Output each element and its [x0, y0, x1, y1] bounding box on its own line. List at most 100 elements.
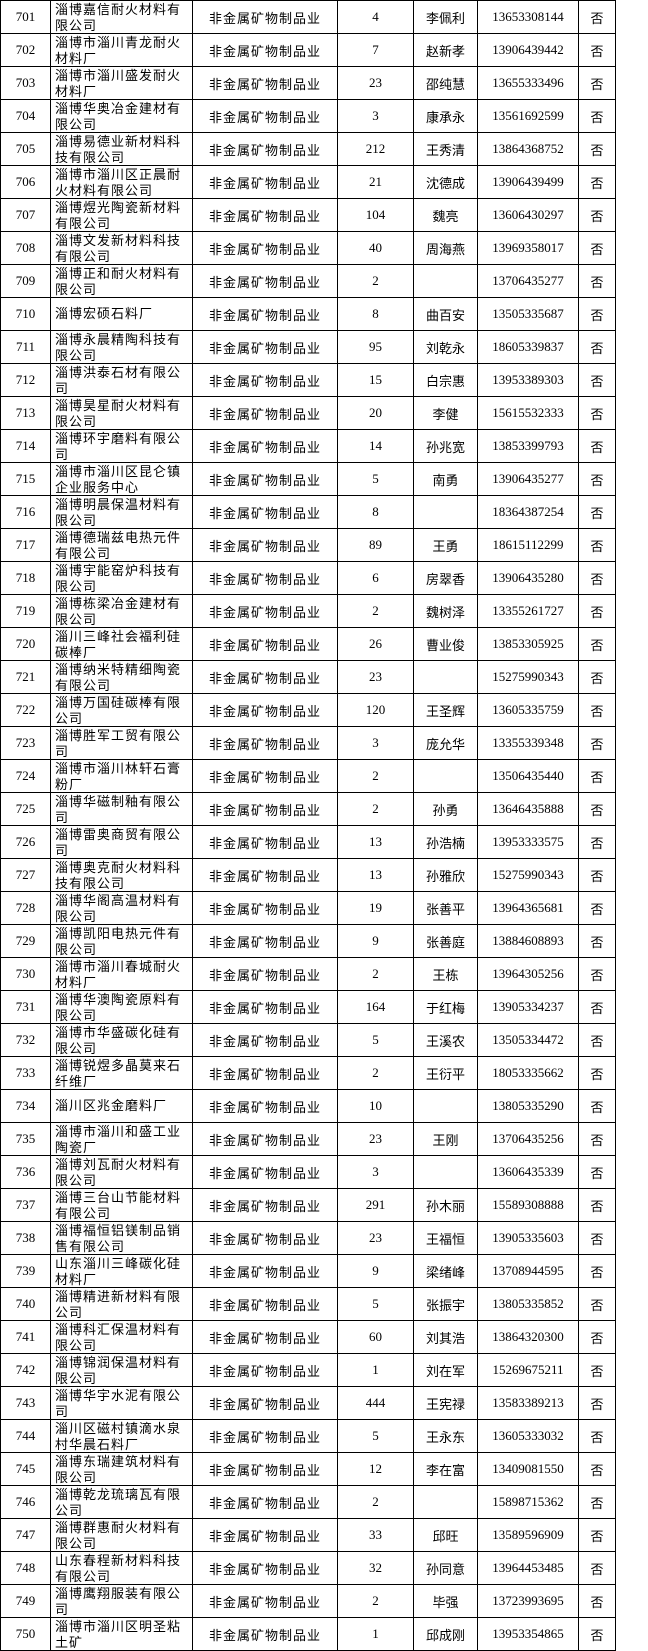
contact-person-cell: 孙雅欣	[413, 858, 478, 892]
company-name-cell: 淄博易德业新材料科技有限公司	[50, 132, 193, 166]
table-row: 750 淄博市淄川区明圣粘土矿 非金属矿物制品业 1 邱成刚 13953354865 否	[0, 1617, 616, 1651]
flag-cell: 否	[578, 1353, 616, 1387]
company-name: 淄博科汇保温材料有限公司	[55, 1321, 182, 1353]
flag-cell: 否	[578, 495, 616, 529]
company-name-cell: 淄博华磁制釉有限公司	[50, 792, 193, 826]
contact-person-cell: 魏亮	[413, 198, 478, 232]
industry-cell: 非金属矿物制品业	[192, 528, 338, 562]
company-name-cell: 淄博华宇水泥有限公司	[50, 1386, 193, 1420]
row-number-cell: 718	[0, 561, 51, 595]
table-row: 738 淄博福恒铝镁制品销售有限公司 非金属矿物制品业 23 王福恒 1390533560…	[0, 1221, 616, 1255]
company-name-cell: 淄博万国硅碳棒有限公司	[50, 693, 193, 727]
contact-person-cell	[413, 1485, 478, 1519]
phone-cell: 13605333032	[477, 1419, 579, 1453]
phone-cell: 18615112299	[477, 528, 579, 562]
company-name-cell: 淄博市淄川区正晨耐火材料有限公司	[50, 165, 193, 199]
row-number-cell: 727	[0, 858, 51, 892]
contact-person-cell: 王秀清	[413, 132, 478, 166]
industry-cell: 非金属矿物制品业	[192, 891, 338, 925]
row-number-cell: 731	[0, 990, 51, 1024]
table-row: 715 淄博市淄川区昆仑镇企业服务中心 非金属矿物制品业 5 南勇 13906435277…	[0, 462, 616, 496]
row-number-cell: 723	[0, 726, 51, 760]
industry-cell: 非金属矿物制品业	[192, 627, 338, 661]
industry-cell: 非金属矿物制品业	[192, 165, 338, 199]
phone-cell: 15589308888	[477, 1188, 579, 1222]
phone-cell: 13606430297	[477, 198, 579, 232]
contact-person-cell: 刘乾永	[413, 330, 478, 364]
phone-cell: 13706435277	[477, 264, 579, 298]
company-name: 淄博市淄川春城耐火材料厂	[55, 958, 182, 990]
company-name: 淄博环宇磨料有限公司	[55, 430, 182, 462]
industry-cell: 非金属矿物制品业	[192, 1122, 338, 1156]
phone-cell: 13505335687	[477, 297, 579, 331]
company-name-cell: 淄博市淄川区昆仑镇企业服务中心	[50, 462, 193, 496]
employee-count-cell: 89	[337, 528, 414, 562]
company-name-cell: 淄博永晨精陶科技有限公司	[50, 330, 193, 364]
table-row: 701 淄博嘉信耐火材料有限公司 非金属矿物制品业 4 李佩利 13653308144 否	[0, 0, 616, 34]
contact-person-cell: 于红梅	[413, 990, 478, 1024]
table-row: 728 淄博华阁高温材料有限公司 非金属矿物制品业 19 张善平 13964365681 否	[0, 891, 616, 925]
employee-count-cell: 2	[337, 792, 414, 826]
phone-cell: 13653308144	[477, 0, 579, 34]
table-row: 710 淄博宏硕石料厂 非金属矿物制品业 8 曲百安 13505335687 否	[0, 297, 616, 331]
row-number-cell: 741	[0, 1320, 51, 1354]
flag-cell: 否	[578, 627, 616, 661]
row-number-cell: 739	[0, 1254, 51, 1288]
employee-count-cell: 20	[337, 396, 414, 430]
row-number-cell: 709	[0, 264, 51, 298]
contact-person-cell: 白宗惠	[413, 363, 478, 397]
company-name-cell: 淄博胜军工贸有限公司	[50, 726, 193, 760]
company-name: 淄博精进新材料有限公司	[55, 1288, 182, 1320]
employee-count-cell: 95	[337, 330, 414, 364]
company-name: 淄博明晨保温材料有限公司	[55, 496, 182, 528]
employee-count-cell: 2	[337, 1584, 414, 1618]
table-row: 742 淄博锦润保温材料有限公司 非金属矿物制品业 1 刘在军 15269675211 否	[0, 1353, 616, 1387]
row-number-cell: 714	[0, 429, 51, 463]
company-name: 淄博华阁高温材料有限公司	[55, 892, 182, 924]
employee-count-cell: 9	[337, 924, 414, 958]
contact-person-cell: 王宪禄	[413, 1386, 478, 1420]
company-name: 淄博栋梁冶金建材有限公司	[55, 595, 182, 627]
industry-cell: 非金属矿物制品业	[192, 1617, 338, 1651]
company-name-cell: 淄博奥克耐火材料科技有限公司	[50, 858, 193, 892]
company-table: 701 淄博嘉信耐火材料有限公司 非金属矿物制品业 4 李佩利 13653308144 否 7…	[0, 0, 616, 1651]
company-name-cell: 淄博洪泰石材有限公司	[50, 363, 193, 397]
phone-cell: 13953333575	[477, 825, 579, 859]
company-name-cell: 淄博煜光陶瓷新材料有限公司	[50, 198, 193, 232]
industry-cell: 非金属矿物制品业	[192, 429, 338, 463]
company-name-cell: 淄博锦润保温材料有限公司	[50, 1353, 193, 1387]
industry-cell: 非金属矿物制品业	[192, 1221, 338, 1255]
contact-person-cell: 王刚	[413, 1122, 478, 1156]
contact-person-cell: 康承永	[413, 99, 478, 133]
company-name-cell: 淄博市淄川区明圣粘土矿	[50, 1617, 193, 1651]
table-row: 749 淄博鹰翔服装有限公司 非金属矿物制品业 2 毕强 13723993695 否	[0, 1584, 616, 1618]
company-name-cell: 淄博市华盛碳化硅有限公司	[50, 1023, 193, 1057]
row-number-cell: 733	[0, 1056, 51, 1090]
flag-cell: 否	[578, 1287, 616, 1321]
row-number-cell: 747	[0, 1518, 51, 1552]
row-number-cell: 738	[0, 1221, 51, 1255]
company-name-cell: 淄博华澳陶瓷原料有限公司	[50, 990, 193, 1024]
company-name: 淄博华磁制釉有限公司	[55, 793, 182, 825]
employee-count-cell: 13	[337, 825, 414, 859]
table-row: 736 淄博刘瓦耐火材料有限公司 非金属矿物制品业 3 13606435339 否	[0, 1155, 616, 1189]
industry-cell: 非金属矿物制品业	[192, 99, 338, 133]
company-name-cell: 山东春程新材料科技有限公司	[50, 1551, 193, 1585]
company-name: 淄博洪泰石材有限公司	[55, 364, 182, 396]
row-number-cell: 701	[0, 0, 51, 34]
company-name: 淄博宇能窑炉科技有限公司	[55, 562, 182, 594]
contact-person-cell: 孙兆宽	[413, 429, 478, 463]
table-row: 739 山东淄川三峰碳化硅材料厂 非金属矿物制品业 9 梁绪峰 13708944595 否	[0, 1254, 616, 1288]
contact-person-cell: 南勇	[413, 462, 478, 496]
phone-cell: 13706435256	[477, 1122, 579, 1156]
phone-cell: 13409081550	[477, 1452, 579, 1486]
phone-cell: 18053335662	[477, 1056, 579, 1090]
company-name: 淄博华宇水泥有限公司	[55, 1387, 182, 1419]
table-row: 712 淄博洪泰石材有限公司 非金属矿物制品业 15 白宗惠 13953389303 否	[0, 363, 616, 397]
company-name: 淄博纳米特精细陶瓷有限公司	[55, 661, 182, 693]
contact-person-cell: 李佩利	[413, 0, 478, 34]
row-number-cell: 730	[0, 957, 51, 991]
table-row: 744 淄川区磁村镇滴水泉村华晨石料厂 非金属矿物制品业 5 王永东 1360533303…	[0, 1419, 616, 1453]
company-name: 淄博雷奥商贸有限公司	[55, 826, 182, 858]
